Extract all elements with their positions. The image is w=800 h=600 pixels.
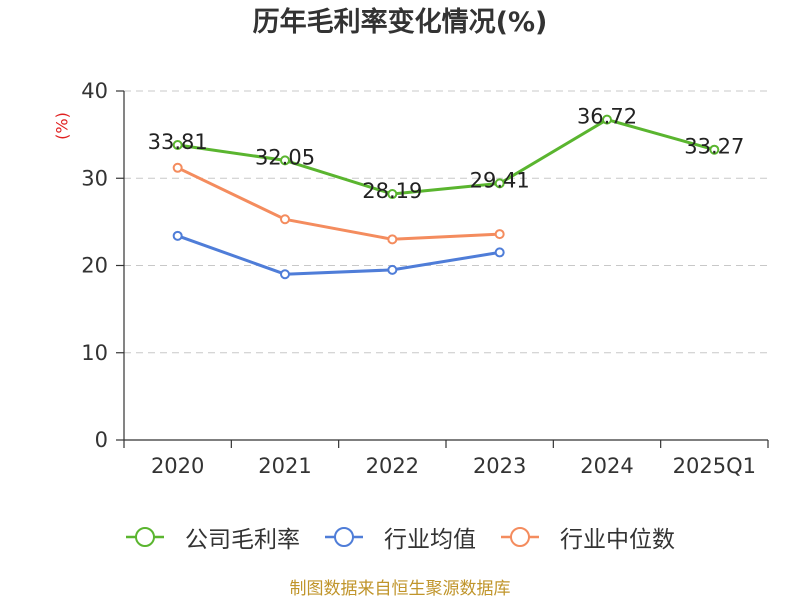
- legend-label: 行业均值: [384, 527, 476, 553]
- data-source-footer: 制图数据来自恒生聚源数据库: [289, 579, 511, 599]
- legend-label: 公司毛利率: [185, 527, 300, 553]
- data-point-s2-2020: [172, 230, 183, 241]
- legend-label: 行业中位数: [560, 527, 675, 553]
- legend-item-company-gross-margin[interactable]: 公司毛利率: [125, 520, 300, 554]
- data-point-s3-2023: [494, 229, 505, 240]
- y-tick-label-30: 30: [81, 166, 108, 190]
- x-tick-label-2025q1: 2025Q1: [673, 454, 756, 478]
- series-line-3: [176, 166, 502, 241]
- x-tick-label-2020: 2020: [151, 454, 204, 478]
- y-tick-label-0: 0: [95, 428, 108, 452]
- data-label-s1-2020: 33.81: [148, 130, 208, 154]
- gridlines: [124, 90, 768, 354]
- x-tick-label-2021: 2021: [258, 454, 311, 478]
- data-label-s1-2022: 28.19: [362, 179, 422, 203]
- data-point-s1-2023: [494, 178, 505, 189]
- legend-icon-marker: [135, 527, 155, 547]
- data-point-s3-2022: [387, 234, 398, 245]
- y-tick-label-20: 20: [81, 254, 108, 278]
- series-line-2: [176, 234, 502, 276]
- data-label-s1-2021: 32.05: [255, 145, 315, 169]
- legend-line-marker-icon: [325, 527, 363, 547]
- legend-item-industry-median[interactable]: 行业中位数: [500, 520, 675, 554]
- legend-icon-marker: [334, 527, 354, 547]
- series-line-1: [176, 118, 716, 196]
- legend: 公司毛利率 行业均值 行业中位数: [0, 519, 800, 555]
- y-axis-label: (%): [53, 112, 72, 140]
- data-point-s2-2021: [280, 269, 290, 280]
- chart-title: 历年毛利率变化情况(%): [252, 7, 548, 38]
- x-tick-label-2022: 2022: [366, 454, 419, 478]
- data-label-s1-2025q1: 33.27: [684, 135, 744, 159]
- y-tick-label-10: 10: [81, 341, 108, 365]
- data-point-s2-2022: [387, 264, 398, 275]
- data-label-s1-2023: 29.41: [470, 168, 530, 192]
- legend-line-marker-icon: [501, 527, 539, 547]
- data-point-s1-2024: [602, 114, 612, 125]
- axes: 0 10 20 30 40 2020 2021 2022 2023 2024 2025Q1: [81, 79, 769, 478]
- data-point-s1-2025q1: [709, 144, 720, 155]
- legend-item-industry-average[interactable]: 行业均值: [324, 520, 476, 554]
- data-point-s2-2023: [494, 247, 505, 258]
- data-point-s1-2020: [172, 140, 183, 151]
- data-label-s1-2024: 36.72: [577, 105, 637, 129]
- data-point-s3-2021: [280, 214, 290, 225]
- y-tick-label-40: 40: [81, 79, 108, 103]
- series-layer: [172, 114, 720, 280]
- x-tick-label-2023: 2023: [473, 454, 526, 478]
- data-point-s3-2020: [172, 162, 183, 173]
- legend-icon-marker: [510, 527, 530, 547]
- x-tick-label-2024: 2024: [580, 454, 633, 478]
- data-labels: 33.81 32.05 28.19 29.41 36.72 33.27: [148, 105, 745, 203]
- data-point-s1-2022: [387, 189, 398, 200]
- data-point-s1-2021: [280, 155, 290, 166]
- legend-line-marker-icon: [126, 527, 164, 547]
